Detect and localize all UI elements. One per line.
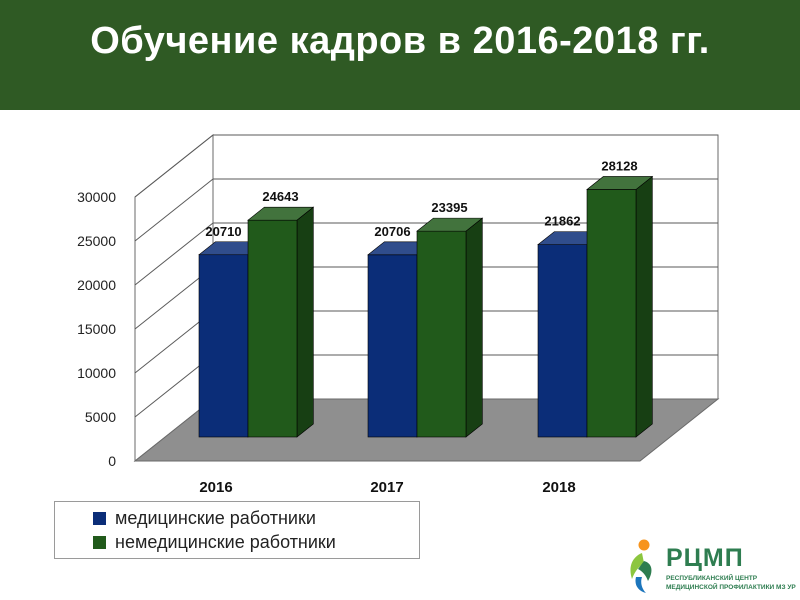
data-label-2016-s1: 24643 xyxy=(262,189,298,204)
bar-chart: 0 5000 10000 15000 20000 25000 30000 20710 24643… xyxy=(77,133,720,496)
bar-2017-s1 xyxy=(416,230,467,438)
rcmp-logo: РЦМП РЕСПУБЛИКАНСКИЙ ЦЕНТР МЕДИЦИНСКОЙ П… xyxy=(620,535,798,597)
bar-2017-s0 xyxy=(367,254,418,438)
legend-item-medical: медицинские работники xyxy=(93,507,316,529)
bar-2016-s1 xyxy=(247,219,298,438)
y-tick-label: 10000 xyxy=(77,365,116,381)
y-tick-label: 5000 xyxy=(85,409,116,425)
bar-side-2017-s1 xyxy=(465,217,483,438)
bar-side-2016-s1 xyxy=(296,206,314,438)
bar-2016-s0 xyxy=(198,254,249,438)
gridline-side xyxy=(134,222,214,286)
legend-item-nonmedical: немедицинские работники xyxy=(93,531,336,553)
gridline-side xyxy=(134,134,214,198)
x-category-label: 2017 xyxy=(370,479,403,496)
x-category-label: 2018 xyxy=(542,479,575,496)
data-label-2018-s1: 28128 xyxy=(601,158,637,173)
y-tick-label: 25000 xyxy=(77,233,116,249)
bar-side-2018-s1 xyxy=(635,175,653,438)
bar-2018-s1 xyxy=(586,189,637,438)
legend-label-medical: медицинские работники xyxy=(115,507,316,528)
y-tick-label: 15000 xyxy=(77,321,116,337)
y-tick-label: 30000 xyxy=(77,189,116,205)
bar-top-2016-s1 xyxy=(247,206,315,221)
logo-subtitle-line2: МЕДИЦИНСКОЙ ПРОФИЛАКТИКИ МЗ УР xyxy=(666,584,796,591)
y-tick-label: 20000 xyxy=(77,277,116,293)
gridline-side xyxy=(134,178,214,242)
slide-title: Обучение кадров в 2016-2018 гг. xyxy=(90,20,710,62)
logo-figure-icon xyxy=(630,539,652,593)
logo-subtitle-line1: РЕСПУБЛИКАНСКИЙ ЦЕНТР xyxy=(666,575,758,582)
title-band: Обучение кадров в 2016-2018 гг. xyxy=(0,0,800,110)
x-category-label: 2016 xyxy=(199,479,232,496)
bar-top-2017-s1 xyxy=(416,217,484,232)
chart-legend: медицинские работники немедицинские рабо… xyxy=(54,501,420,559)
data-label-2018-s0: 21862 xyxy=(544,214,580,229)
data-label-2017-s1: 23395 xyxy=(431,200,467,215)
y-tick-label: 0 xyxy=(108,453,116,469)
data-label-2017-s0: 20706 xyxy=(374,224,410,239)
legend-swatch-nonmedical xyxy=(93,535,106,549)
bar-top-2018-s1 xyxy=(586,176,654,190)
data-label-2016-s0: 20710 xyxy=(205,224,241,239)
legend-label-nonmedical: немедицинские работники xyxy=(115,531,336,552)
logo-name: РЦМП xyxy=(666,544,744,572)
legend-swatch-medical xyxy=(93,511,106,525)
bar-2018-s0 xyxy=(537,244,588,438)
